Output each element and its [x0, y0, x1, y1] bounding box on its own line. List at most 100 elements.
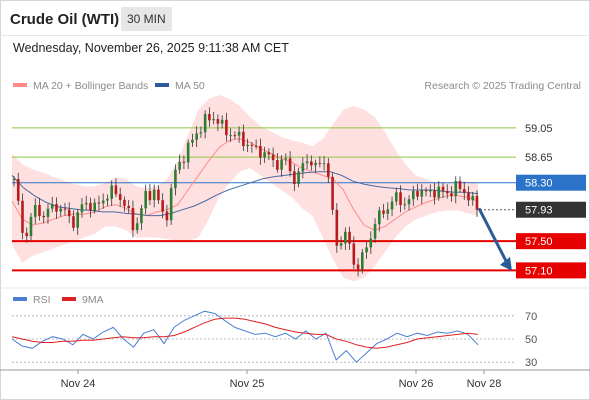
candle-body	[322, 163, 326, 165]
candle-body	[242, 131, 245, 147]
candle-body	[305, 161, 309, 164]
candle-body	[301, 163, 305, 172]
candle-body	[182, 161, 186, 163]
level-tag-57-93-bg	[516, 201, 586, 218]
forecast-arrow-head-icon	[500, 256, 512, 271]
candle-body	[25, 232, 29, 237]
legend-rsi: RSI	[13, 294, 51, 306]
ma9-swatch-icon	[62, 297, 76, 302]
candle-body	[165, 211, 169, 221]
candle-body	[97, 202, 101, 204]
candle-body	[131, 207, 135, 231]
candle-body	[101, 200, 105, 204]
candle-body	[21, 200, 24, 233]
candle-body	[288, 158, 292, 172]
candle-body	[356, 264, 360, 270]
candle-body	[140, 208, 143, 224]
level-tag-57-10-bg	[516, 262, 586, 279]
candle-body	[462, 189, 466, 193]
candle-body	[123, 199, 126, 206]
candle-body	[318, 162, 322, 164]
candle-body	[191, 139, 194, 143]
candle-body	[471, 195, 475, 201]
rsi-line	[11, 310, 479, 363]
candle-body	[89, 202, 92, 211]
level-tag-59-05: 59.05	[525, 123, 553, 135]
candle-body	[161, 200, 164, 212]
candle-body	[106, 198, 109, 201]
candle-body	[373, 224, 377, 239]
candle-body	[178, 161, 181, 170]
candle-body	[203, 114, 207, 133]
candle-body	[339, 243, 343, 246]
legend-ma9: 9MA	[62, 294, 104, 306]
candle-body	[144, 191, 147, 209]
level-tag-57-10: 57.10	[525, 265, 553, 277]
candle-body	[441, 186, 445, 191]
candle-body	[369, 238, 373, 248]
candle-body	[29, 216, 33, 237]
candle-body	[237, 131, 241, 136]
candle-body	[365, 247, 368, 253]
candle-body	[390, 201, 394, 210]
candle-body	[331, 176, 334, 210]
forecast-arrow-shaft	[477, 207, 509, 264]
header-divider	[0, 35, 590, 36]
timestamp: Wednesday, November 26, 2025 9:11:38 AM …	[13, 41, 289, 55]
candle-body	[445, 190, 449, 194]
candle-body	[169, 188, 173, 221]
candle-body	[361, 252, 364, 270]
x-tick-label: Nov 25	[230, 378, 265, 390]
candle-body	[233, 135, 237, 137]
candle-body	[76, 212, 80, 228]
candle-body	[59, 208, 63, 212]
timeframe-button[interactable]: 30 MIN	[121, 7, 172, 31]
candle-body	[195, 133, 198, 140]
candle-body	[386, 209, 390, 214]
ma20-swatch-icon	[13, 83, 27, 88]
candle-body	[310, 161, 313, 166]
candle-body	[403, 204, 407, 206]
candle-body	[199, 132, 203, 134]
candle-body	[118, 194, 122, 200]
candle-body	[225, 119, 228, 136]
candle-body	[475, 195, 479, 210]
candle-body	[127, 205, 130, 208]
level-tag-57-50: 57.50	[525, 236, 553, 248]
legend-ma20: MA 20 + Bollinger Bands	[13, 80, 148, 92]
legend-ma20-label: MA 20 + Bollinger Bands	[33, 80, 149, 92]
rsi-tick-50: 50	[525, 334, 537, 346]
candle-body	[229, 135, 232, 137]
candle-body	[93, 202, 97, 211]
ma50-swatch-icon	[155, 83, 169, 88]
candle-body	[80, 204, 84, 213]
candle-body	[344, 231, 347, 244]
candle-body	[263, 152, 266, 158]
candle-body	[148, 191, 152, 201]
candle-body	[135, 223, 139, 231]
candle-body	[216, 119, 220, 124]
candle-body	[348, 231, 351, 244]
candle-body	[293, 171, 296, 185]
legend-ma50: MA 50	[155, 80, 205, 92]
legend-ma9-label: 9MA	[82, 294, 104, 306]
x-tick-label: Nov 26	[399, 378, 434, 390]
x-tick-label: Nov 24	[61, 378, 96, 390]
candle-body	[411, 191, 415, 200]
candle-body	[280, 159, 283, 170]
candle-body	[433, 190, 436, 198]
candle-body	[38, 204, 41, 216]
candle-body	[110, 185, 113, 199]
candle-body	[208, 114, 211, 121]
candle-body	[254, 145, 258, 147]
legend-rsi-label: RSI	[33, 294, 51, 306]
candle-body	[157, 189, 160, 201]
candle-body	[246, 144, 249, 147]
candle-body	[284, 158, 288, 160]
candle-body	[450, 193, 453, 197]
ma20-line	[11, 138, 479, 231]
candle-body	[458, 181, 462, 190]
candle-body	[152, 189, 156, 201]
level-tag-58-65: 58.65	[525, 152, 553, 164]
